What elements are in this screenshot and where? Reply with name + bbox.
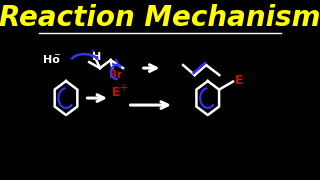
Text: +: +: [119, 83, 127, 93]
Text: H: H: [92, 52, 101, 62]
Text: E: E: [235, 74, 243, 87]
Text: −: −: [53, 51, 60, 60]
Text: Ho: Ho: [43, 55, 60, 65]
Text: Reaction Mechanism: Reaction Mechanism: [0, 4, 320, 32]
Text: E: E: [111, 86, 120, 99]
Text: Br: Br: [109, 70, 122, 80]
